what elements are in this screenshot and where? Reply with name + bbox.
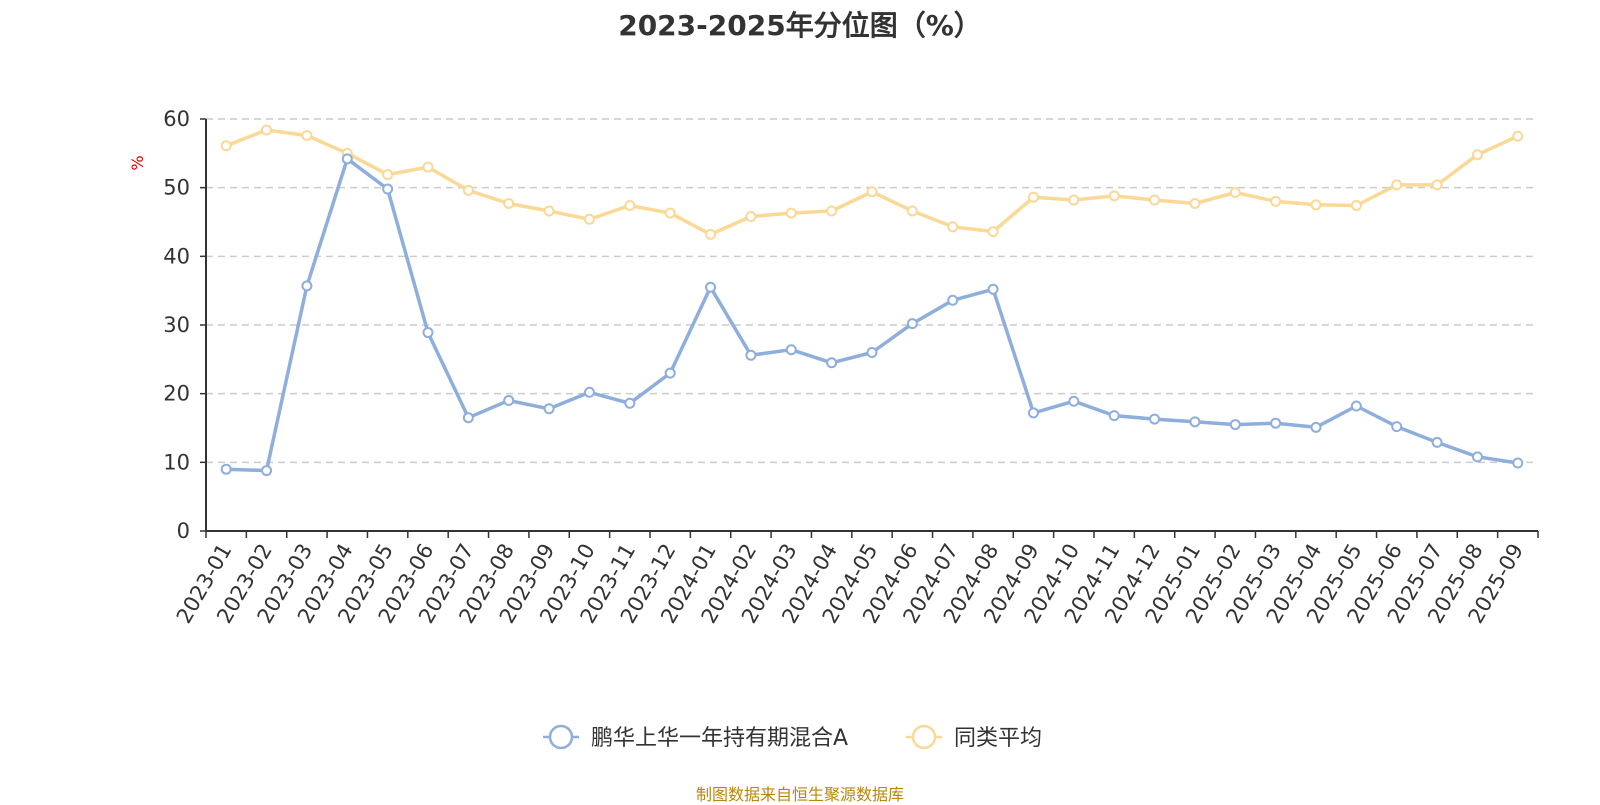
data-point [1310, 421, 1322, 433]
data-point [705, 228, 717, 240]
data-point [705, 281, 717, 293]
data-point [1149, 194, 1161, 206]
data-point [1270, 417, 1282, 429]
data-point [1027, 407, 1039, 419]
data-point [261, 465, 273, 477]
data-point [1391, 179, 1403, 191]
data-point [462, 184, 474, 196]
data-point [906, 318, 918, 330]
data-point [1391, 421, 1403, 433]
data-point [382, 169, 394, 181]
data-point [220, 463, 232, 475]
data-point [745, 349, 757, 361]
data-point [1350, 200, 1362, 212]
y-axis-unit-label: % [128, 155, 147, 170]
data-point [785, 344, 797, 356]
data-point [866, 346, 878, 358]
data-point [1108, 190, 1120, 202]
data-point [664, 367, 676, 379]
data-point [664, 207, 676, 219]
data-point [1310, 199, 1322, 211]
source-footer: 制图数据来自恒生聚源数据库 [695, 785, 904, 804]
data-point [866, 186, 878, 198]
legend-item[interactable]: 同类平均 [906, 724, 1042, 751]
data-point [1068, 194, 1080, 206]
data-point [1512, 130, 1524, 142]
data-point [1189, 416, 1201, 428]
data-point [1512, 457, 1524, 469]
y-tick-label: 0 [177, 519, 190, 543]
data-point [1229, 186, 1241, 198]
legend-label: 同类平均 [954, 726, 1042, 751]
grid-lines [206, 118, 1538, 464]
data-point [503, 395, 515, 407]
data-point [1229, 419, 1241, 431]
data-point [543, 403, 555, 415]
y-tick-label: 60 [163, 107, 190, 131]
data-point [624, 397, 636, 409]
data-point [1270, 195, 1282, 207]
chart-title: 2023-2025年分位图（%） [618, 9, 982, 42]
data-point [947, 294, 959, 306]
y-tick-label: 10 [163, 450, 190, 474]
data-point [987, 283, 999, 295]
data-point [1471, 149, 1483, 161]
data-point [1431, 179, 1443, 191]
legend-marker-circle [548, 724, 574, 750]
data-point [1471, 451, 1483, 463]
data-point [220, 140, 232, 152]
series-layer [220, 124, 1524, 477]
y-tick-label: 20 [163, 382, 190, 406]
data-point [1027, 191, 1039, 203]
data-point [503, 197, 515, 209]
series-line [225, 128, 1519, 237]
data-point [906, 205, 918, 217]
data-point [1431, 436, 1443, 448]
data-point [341, 153, 353, 165]
legend-item[interactable]: 鹏华上华一年持有期混合A [543, 724, 848, 751]
series-鹏华上华一年持有期混合A [220, 153, 1524, 477]
data-point [947, 221, 959, 233]
legend-label: 鹏华上华一年持有期混合A [591, 726, 848, 751]
data-point [624, 200, 636, 212]
legend[interactable]: 鹏华上华一年持有期混合A 同类平均 [543, 724, 1042, 751]
data-point [1108, 410, 1120, 422]
data-point [745, 211, 757, 223]
data-point [987, 226, 999, 238]
data-point [382, 183, 394, 195]
y-tick-label: 50 [163, 176, 190, 200]
y-tick-label: 30 [163, 313, 190, 337]
data-point [583, 386, 595, 398]
data-point [1068, 395, 1080, 407]
data-point [826, 357, 838, 369]
legend-marker-circle [911, 724, 937, 750]
y-tick-label: 40 [163, 244, 190, 268]
data-point [422, 161, 434, 173]
data-point [1149, 413, 1161, 425]
axes: 01020304050602023-012023-022023-032023-0… [163, 107, 1539, 627]
data-point [785, 207, 797, 219]
data-point [462, 412, 474, 424]
data-point [826, 205, 838, 217]
data-point [422, 327, 434, 339]
data-point [1189, 197, 1201, 209]
data-point [583, 213, 595, 225]
data-point [543, 205, 555, 217]
data-point [1350, 400, 1362, 412]
data-point [301, 129, 313, 141]
series-同类平均 [220, 124, 1524, 240]
data-point [261, 124, 273, 136]
data-point [301, 280, 313, 292]
